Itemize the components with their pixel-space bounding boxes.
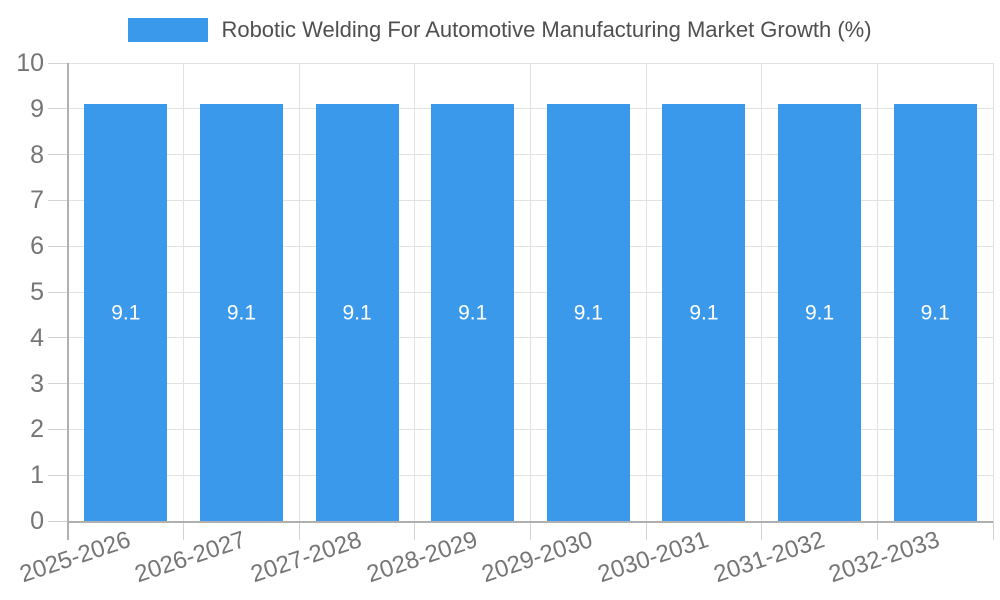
- bar-2030-2031[interactable]: [662, 104, 746, 521]
- y-tick: [48, 199, 68, 201]
- y-axis-tick-label: 10: [16, 49, 44, 77]
- legend-swatch[interactable]: [128, 18, 209, 43]
- x-gridline: [298, 63, 300, 521]
- bar-value-label: 9.1: [689, 301, 719, 325]
- bar-value-label: 9.1: [226, 301, 257, 325]
- x-tick: [414, 521, 416, 540]
- bar-2031-2032[interactable]: [778, 104, 862, 521]
- y-axis-tick-label: 5: [30, 278, 44, 306]
- bar-2032-2033[interactable]: [893, 104, 977, 521]
- y-tick: [48, 291, 68, 293]
- y-tick: [48, 337, 68, 339]
- bar-2026-2027[interactable]: [199, 104, 283, 521]
- x-tick: [298, 521, 300, 540]
- y-axis-tick-label: 0: [30, 507, 44, 535]
- x-tick: [645, 521, 647, 540]
- y-axis-tick-label: 8: [30, 140, 44, 169]
- bar-value-label: 9.1: [920, 301, 950, 325]
- chart-legend[interactable]: Robotic Welding For Automotive Manufactu…: [0, 17, 1000, 43]
- bar-2027-2028[interactable]: [315, 104, 399, 521]
- x-gridline: [530, 63, 531, 521]
- legend-title: Robotic Welding For Automotive Manufactu…: [221, 17, 872, 42]
- bar-value-label: 9.1: [111, 301, 141, 325]
- y-axis-line: [67, 63, 69, 540]
- y-axis-tick-label: 9: [30, 94, 44, 123]
- bar-2028-2029[interactable]: [431, 104, 515, 521]
- x-gridline: [876, 63, 878, 521]
- y-tick: [48, 62, 68, 64]
- x-gridline: [761, 63, 763, 521]
- y-axis-tick-label: 7: [30, 186, 44, 215]
- y-axis-tick-label: 4: [30, 323, 44, 352]
- bar-value-label: 9.1: [342, 301, 372, 325]
- x-axis-line: [68, 521, 993, 523]
- x-tick: [992, 521, 994, 540]
- y-tick: [48, 108, 68, 110]
- x-gridline: [183, 63, 185, 521]
- y-axis-tick-label: 3: [30, 369, 44, 398]
- y-tick: [48, 520, 68, 522]
- y-tick: [48, 245, 68, 247]
- bar-2029-2030[interactable]: [546, 104, 630, 521]
- y-tick: [48, 154, 68, 156]
- y-axis-tick-label: 1: [30, 461, 44, 490]
- y-axis-tick-label: 6: [30, 232, 44, 261]
- x-tick: [761, 521, 763, 540]
- bar-2025-2026[interactable]: [84, 104, 168, 521]
- x-gridline: [992, 63, 994, 521]
- bar-value-label: 9.1: [573, 301, 603, 325]
- x-tick: [530, 521, 531, 540]
- x-tick: [876, 521, 878, 540]
- y-axis-tick-label: 2: [30, 415, 44, 444]
- x-gridline: [414, 63, 416, 521]
- y-tick: [48, 428, 68, 430]
- y-tick: [48, 383, 68, 385]
- y-tick: [48, 474, 68, 476]
- x-tick: [183, 521, 185, 540]
- bar-value-label: 9.1: [458, 301, 488, 325]
- bar-value-label: 9.1: [804, 301, 835, 325]
- x-gridline: [645, 63, 647, 521]
